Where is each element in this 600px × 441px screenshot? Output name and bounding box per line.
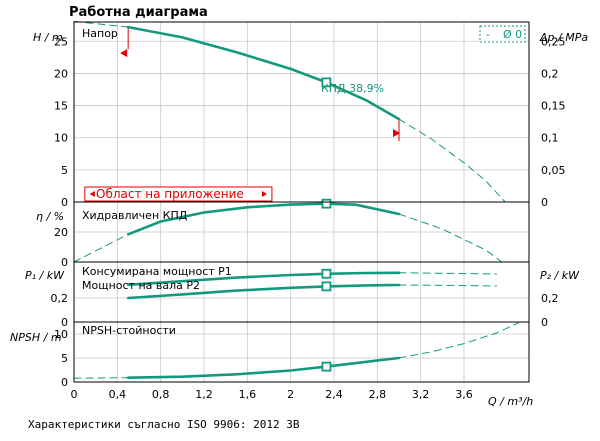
operating-point-marker [321, 77, 332, 88]
panel-frame [73, 21, 530, 203]
curves [73, 20, 519, 379]
curve-dashed [73, 20, 129, 28]
y-axis-label-head: H / m [33, 31, 63, 44]
y-tick-label: 0 [61, 196, 68, 209]
application-range-label: Област на приложение [96, 187, 244, 201]
footer-note: Характеристики съгласно ISO 9906: 2012 3… [28, 418, 300, 431]
y-tick-label: 0 [61, 256, 68, 269]
application-range-box [84, 186, 273, 202]
y-tick-label: 5 [61, 352, 68, 365]
range-start-arrow [120, 49, 128, 58]
x-tick-label: 2,8 [369, 388, 387, 401]
curve-solid [126, 356, 401, 379]
legend-series-label: Ø 0 [503, 28, 522, 41]
operating-point-marker [321, 198, 332, 209]
legend: - Ø 0 [479, 25, 526, 43]
y-axis-label-npsh: NPSH / m [10, 331, 62, 344]
application-range [84, 27, 400, 202]
operating-point-marker [321, 361, 332, 372]
y-tick-label-right: 0 [541, 316, 548, 329]
y-axis-label-p2: P₂ / kW [540, 269, 580, 282]
curve-dashed [398, 272, 497, 275]
range-box-right-arrow [261, 191, 267, 197]
curve-dashed [398, 284, 497, 287]
curve-solid [126, 202, 401, 236]
curve-dashed [73, 233, 129, 263]
x-tick-label: 0 [71, 388, 78, 401]
legend-dash: - [486, 28, 490, 41]
x-axis-label: Q / m³/h [488, 395, 533, 408]
x-tick-label: 1,2 [195, 388, 213, 401]
curve-dashed [73, 377, 129, 379]
range-end-arrow [393, 129, 400, 138]
panel-frame [73, 321, 530, 383]
x-tick-label: 2 [287, 388, 294, 401]
y-tick-label: 0,2 [51, 292, 69, 305]
y-tick-label: 20 [54, 226, 68, 239]
x-tick-label: 3,6 [455, 388, 473, 401]
x-tick-label: 3,2 [412, 388, 430, 401]
x-tick-label: 1,6 [239, 388, 257, 401]
operating-point-marker [321, 281, 332, 292]
curve-solid [126, 25, 401, 121]
curve-dashed [398, 118, 506, 203]
y-tick-label: 15 [54, 100, 68, 113]
page-title: Работна диаграма [69, 5, 208, 20]
y-axis-label-efficiency: η / % [36, 210, 64, 223]
y-tick-label-right: 0,1 [541, 132, 559, 145]
y-axis-label-pressure: Δp / MPa [539, 31, 588, 44]
y-tick-label: 0 [61, 316, 68, 329]
y-tick-label: 0 [61, 376, 68, 389]
power-p2-label: Мощност на вала P2 [82, 279, 200, 292]
y-tick-label-right: 0,2 [541, 67, 559, 80]
y-tick-label: 5 [61, 164, 68, 177]
y-tick-label-right: 0,2 [541, 292, 559, 305]
power-p1-label: Консумирана мощност P1 [82, 265, 232, 278]
y-tick-label-right: 0 [541, 196, 548, 209]
operating-point-efficiency-label: КПД 38,9% [321, 82, 384, 95]
curve-dashed [398, 213, 503, 263]
range-box-left-arrow [89, 191, 95, 197]
npsh-panel-title: NPSH-стойности [82, 324, 176, 337]
x-tick-label: 0,4 [109, 388, 127, 401]
x-tick-label: 0,8 [152, 388, 170, 401]
y-tick-label: 25 [54, 35, 68, 48]
head-panel-title: Напор [82, 27, 118, 40]
curve-dashed [398, 322, 519, 359]
efficiency-panel-title: Хидравличен КПД [82, 209, 188, 222]
curve-solid [126, 283, 401, 300]
x-tick-label: 2,4 [325, 388, 343, 401]
y-tick-label: 10 [54, 132, 68, 145]
operating-point-marker [321, 268, 332, 279]
y-tick-label-right: 0,25 [541, 35, 566, 48]
y-tick-label-right: 0,15 [541, 100, 566, 113]
y-axis-label-p1: P₁ / kW [25, 269, 65, 282]
y-tick-label: 10 [54, 328, 68, 341]
y-tick-label: 20 [54, 67, 68, 80]
curve-solid [126, 271, 401, 287]
y-tick-label-right: 0,05 [541, 164, 566, 177]
plot-frame [73, 21, 530, 383]
